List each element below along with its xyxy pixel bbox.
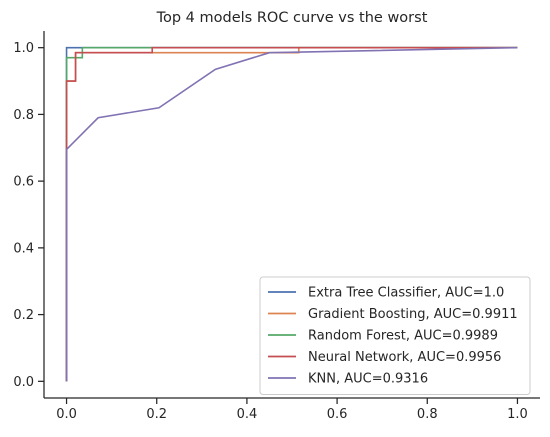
series-layer [65, 46, 518, 382]
x-tick-label: 0.4 [237, 407, 258, 422]
chart-title: Top 4 models ROC curve vs the worst [156, 10, 428, 26]
y-tick-label: 0.2 [13, 308, 34, 323]
y-tick-label: 0.8 [13, 108, 34, 123]
y-tick-label: 0.6 [13, 175, 34, 190]
axes: 0.0 0.2 0.4 0.6 0.8 1.0 0.0 0.2 0.4 0.6 0.8 1.0 [13, 31, 540, 422]
legend-label: Neural Network, AUC=0.9956 [308, 350, 501, 365]
legend-label: Gradient Boosting, AUC=0.9911 [308, 307, 518, 322]
x-tick-label: 1.0 [507, 407, 528, 422]
x-tick-label: 0.0 [56, 407, 77, 422]
x-tick-label: 0.8 [417, 407, 438, 422]
legend-box [259, 276, 531, 395]
legend-label: KNN, AUC=0.9316 [308, 372, 428, 387]
series-line-5 [65, 46, 518, 382]
y-tick-label: 1.0 [13, 41, 34, 56]
y-tick-label: 0.0 [13, 375, 34, 390]
legend-label: Random Forest, AUC=0.9989 [308, 329, 498, 344]
y-tick-label: 0.4 [13, 241, 34, 256]
series-line-4 [65, 46, 518, 382]
legend: Extra Tree Classifier, AUC=1.0 Gradient B… [259, 276, 531, 395]
x-tick-label: 0.2 [146, 407, 167, 422]
legend-label: Extra Tree Classifier, AUC=1.0 [308, 286, 504, 301]
x-tick-label: 0.6 [327, 407, 348, 422]
